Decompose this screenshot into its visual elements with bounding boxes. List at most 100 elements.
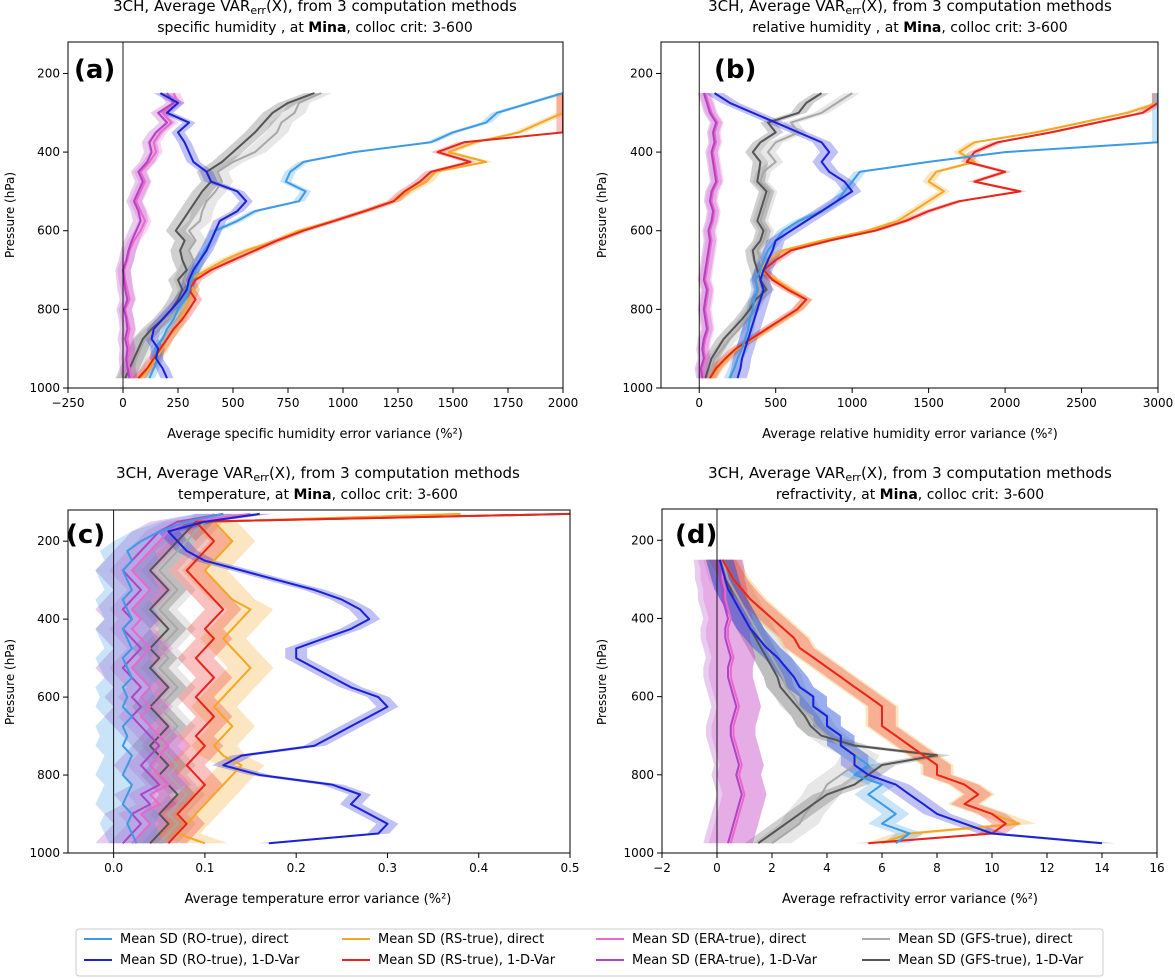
panel-b-line-ro_1dvar <box>713 92 854 379</box>
panel-d-y-ticks: 200 400 600 800 1000 <box>623 533 662 860</box>
panel-c-xtick-label: 0.5 <box>560 861 579 875</box>
panel-a-xtick-label: 0 <box>119 396 127 410</box>
legend-label-rs_1dvar: Mean SD (RS-true), 1-D-Var <box>378 953 556 968</box>
panel-d-xtick-label: −2 <box>653 861 671 875</box>
panel-b-plot-area <box>694 92 1158 379</box>
panel-d-x-ticks: −2 0 2 4 6 8 10 12 14 16 <box>653 853 1165 875</box>
panel-d-title-line1: 3CH, Average VARerr(X), from 3 computati… <box>708 464 1112 484</box>
panel-a-line-era_1dvar <box>122 92 175 379</box>
panel-d-ytick-label: 1000 <box>623 846 654 860</box>
panel-b-label: (b) <box>714 55 756 85</box>
panel-b-xtick-label: 1000 <box>837 396 868 410</box>
panel-b: 0 500 1000 1500 2000 2500 3000 200 400 600 800 100… <box>595 0 1173 442</box>
panel-c-xtick-label: 0.3 <box>378 861 397 875</box>
panel-c-x-ticks: 0.0 0.1 0.2 0.3 0.4 0.5 <box>104 853 580 875</box>
panel-c-xtick-label: 0.2 <box>287 861 306 875</box>
panel-b-title-line2: relative humidity , at Mina, colloc crit… <box>752 20 1067 36</box>
panel-a-xtick-label: 250 <box>167 396 190 410</box>
panel-b-y-ticks: 200 400 600 800 1000 <box>622 66 661 395</box>
panel-a-line-ro_1dvar <box>150 92 248 379</box>
panel-a-xtick-label: 1000 <box>328 396 359 410</box>
panel-d-line-rs_1dvar <box>721 559 1007 845</box>
panel-a-plot-area <box>115 92 563 379</box>
panel-c-line-era_direct <box>130 512 251 844</box>
panel-c-ylabel: Pressure (hPa) <box>3 639 17 725</box>
panel-c-plot-area <box>95 512 570 845</box>
panel-d-xtick-label: 6 <box>878 861 886 875</box>
legend-label-ro_direct: Mean SD (RO-true), direct <box>120 932 289 947</box>
panel-a-line-rs_1dvar <box>137 93 563 379</box>
panel-c-line-gfs_1dvar <box>149 512 570 844</box>
panel-b-line-ro_direct <box>728 93 1158 379</box>
panel-d-plot-area <box>693 559 1116 845</box>
panel-c-ytick-label: 600 <box>37 690 60 704</box>
panel-d-ytick-label: 400 <box>631 611 654 625</box>
legend-box <box>75 928 1104 977</box>
panel-c-y-ticks: 200 400 600 800 1000 <box>29 534 68 860</box>
panel-d-band-ro_direct <box>706 559 924 844</box>
panel-b-line-rs_1dvar <box>709 93 1158 379</box>
panel-d-line-ro_1dvar <box>718 559 1103 845</box>
panel-d-ytick-label: 200 <box>631 533 654 547</box>
panel-d-xtick-label: 8 <box>933 861 941 875</box>
panel-b-line-era_direct <box>701 92 719 379</box>
panel-c-band-rs_direct <box>154 513 484 844</box>
panel-b-ylabel: Pressure (hPa) <box>595 172 609 258</box>
panel-d-xtick-label: 12 <box>1039 861 1054 875</box>
panel-a-line-era_direct <box>123 92 179 379</box>
panel-c-ytick-label: 1000 <box>29 846 60 860</box>
panel-a-ylabel: Pressure (hPa) <box>3 172 17 258</box>
panel-b-line-era_1dvar <box>699 92 718 379</box>
legend-label-rs_direct: Mean SD (RS-true), direct <box>378 932 544 947</box>
panel-a-xlabel: Average specific humidity error variance… <box>167 427 463 442</box>
legend: Mean SD (RO-true), direct Mean SD (RO-tru… <box>75 928 1104 977</box>
panel-a-ytick-label: 800 <box>37 302 60 316</box>
panel-b-band-gfs_1dvar <box>697 93 830 379</box>
panel-b-xtick-label: 1500 <box>913 396 944 410</box>
panel-c-title-line2: temperature, at Mina, colloc crit: 3-600 <box>178 487 458 503</box>
panel-b-ytick-label: 1000 <box>622 381 653 395</box>
panel-d-xtick-label: 10 <box>984 861 999 875</box>
panel-d-ytick-label: 800 <box>631 768 654 782</box>
panel-a-ytick-label: 1000 <box>29 381 60 395</box>
panel-d-ylabel: Pressure (hPa) <box>595 639 609 725</box>
panel-b-ytick-label: 600 <box>630 224 653 238</box>
panel-b-xlabel: Average relative humidity error variance… <box>762 427 1058 442</box>
panel-b-ytick-label: 400 <box>630 145 653 159</box>
legend-label-era_direct: Mean SD (ERA-true), direct <box>632 932 806 947</box>
panel-c-ytick-label: 200 <box>37 534 60 548</box>
panel-d-line-era_direct <box>718 559 746 844</box>
panel-a-line-rs_direct <box>139 93 563 379</box>
panel-d-title-line2: refractivity, at Mina, colloc crit: 3-60… <box>776 487 1044 503</box>
panel-a-xtick-label: 1500 <box>438 396 469 410</box>
panel-a-xtick-label: 1750 <box>493 396 524 410</box>
legend-item-ro_1dvar: Mean SD (RO-true), 1-D-Var <box>84 953 300 968</box>
panel-a-band-gfs_direct <box>116 93 333 379</box>
panel-d-xlabel: Average refractivity error variance (%²) <box>782 892 1038 907</box>
panel-d-band-rs_direct <box>706 559 1036 844</box>
panel-c-line-gfs_direct <box>158 513 215 844</box>
panel-b-line-gfs_direct <box>707 92 853 379</box>
legend-item-era_direct: Mean SD (ERA-true), direct <box>596 932 806 947</box>
panel-a-band-era_1dvar <box>115 93 182 379</box>
legend-label-era_1dvar: Mean SD (ERA-true), 1-D-Var <box>632 953 818 968</box>
panel-a-ytick-label: 200 <box>37 66 60 80</box>
panel-d-frame <box>661 508 1158 854</box>
legend-label-gfs_1dvar: Mean SD (GFS-true), 1-D-Var <box>898 953 1084 968</box>
panel-a-line-gfs_1dvar <box>124 92 315 379</box>
panel-c-band-gfs_1dvar <box>131 513 570 844</box>
panel-c-xlabel: Average temperature error variance (%²) <box>185 892 452 907</box>
panel-c-label: (c) <box>66 520 105 550</box>
panel-d-band-gfs_direct <box>703 559 880 844</box>
panel-d-xtick-label: 4 <box>823 861 831 875</box>
panel-c-line-rs_1dvar <box>167 512 570 844</box>
panel-c-frame <box>67 509 571 854</box>
panel-b-xtick-label: 2500 <box>1066 396 1097 410</box>
panel-a-xtick-label: −250 <box>52 396 85 410</box>
panel-b-xtick-label: 500 <box>764 396 787 410</box>
panel-a-xtick-label: 500 <box>222 396 245 410</box>
panel-b-xtick-label: 2000 <box>990 396 1021 410</box>
legend-item-gfs_direct: Mean SD (GFS-true), direct <box>862 932 1072 947</box>
panel-a-ytick-label: 600 <box>37 224 60 238</box>
